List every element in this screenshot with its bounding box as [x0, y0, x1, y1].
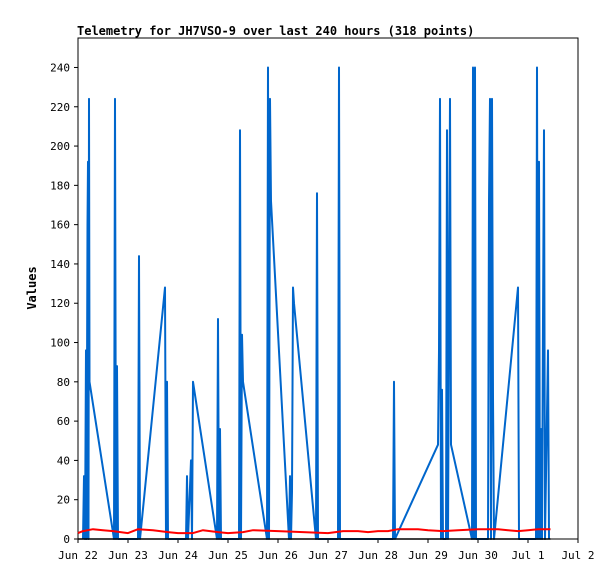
y-tick-label: 140	[50, 258, 70, 271]
x-tick-label: Jun 26	[258, 549, 298, 562]
y-axis-label: Values	[25, 266, 39, 309]
x-tick-label: Jun 24	[158, 549, 198, 562]
y-tick-label: 160	[50, 219, 70, 232]
x-tick-label: Jul 2	[561, 549, 594, 562]
plot-frame	[77, 37, 579, 540]
y-axis: 0 20 40 60 80 100 120 140 160 180 200 220 240	[50, 61, 78, 546]
y-tick-label: 200	[50, 140, 70, 153]
x-tick-label: Jun 28	[358, 549, 398, 562]
chart-title: Telemetry for JH7VSO-9 over last 240 hou…	[77, 24, 474, 38]
x-tick-label: Jul 1	[511, 549, 544, 562]
y-tick-label: 180	[50, 179, 70, 192]
x-tick-label: Jun 27	[308, 549, 348, 562]
y-tick-label: 40	[57, 454, 70, 467]
y-tick-label: 100	[50, 337, 70, 350]
y-tick-label: 60	[57, 415, 70, 428]
x-tick-label: Jun 30	[458, 549, 498, 562]
x-tick-label: Jun 25	[208, 549, 248, 562]
y-tick-label: 240	[50, 61, 70, 74]
x-tick-label: Jun 22	[58, 549, 98, 562]
series-layer	[77, 66, 551, 540]
series-line-0	[82, 66, 550, 540]
x-axis: Jun 22 Jun 23 Jun 24 Jun 25 Jun 26 Jun 27 Jun …	[58, 539, 595, 562]
x-tick-label: Jun 23	[108, 549, 148, 562]
y-tick-label: 20	[57, 494, 70, 507]
x-tick-label: Jun 29	[408, 549, 448, 562]
y-tick-label: 220	[50, 101, 70, 114]
series-line-1	[77, 528, 551, 535]
y-tick-label: 80	[57, 376, 70, 389]
y-tick-label: 0	[63, 533, 70, 546]
y-tick-label: 120	[50, 297, 70, 310]
